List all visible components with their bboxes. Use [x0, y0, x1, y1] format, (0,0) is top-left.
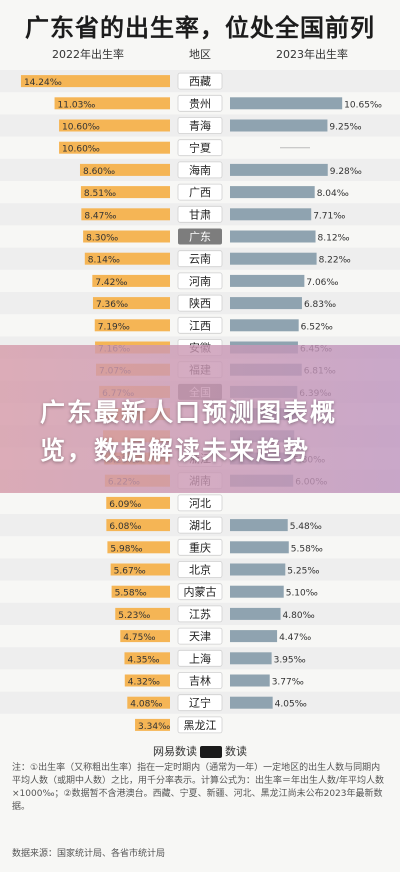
value-label-2022: 4.75‰ — [123, 633, 155, 643]
value-label-2022: 10.60‰ — [62, 145, 100, 155]
value-label-2023: 3.77‰ — [272, 678, 304, 688]
region-label: 重庆 — [189, 540, 211, 554]
value-label-2023: 9.28‰ — [330, 167, 362, 177]
brand-left: 网易数读 — [153, 745, 197, 758]
region-label: 天津 — [189, 630, 211, 643]
value-label-2022: 11.03‰ — [58, 100, 96, 110]
chart-title: 广东省的出生率，位处全国前列 — [0, 8, 400, 43]
value-label-2022: 4.32‰ — [128, 678, 160, 688]
value-label-2022: 7.19‰ — [98, 322, 130, 332]
region-label: 青海 — [189, 119, 211, 133]
brand-right: 数读 — [225, 745, 247, 758]
region-label: 陕西 — [189, 296, 211, 310]
value-label-2023: 4.80‰ — [283, 611, 315, 621]
value-label-2022: 14.24‰ — [24, 78, 62, 88]
value-label-2022: 8.60‰ — [83, 167, 115, 177]
bar-2023 — [230, 319, 299, 331]
bar-2023 — [230, 164, 328, 176]
value-label-2022: 8.47‰ — [84, 211, 116, 221]
bar-2023 — [230, 519, 288, 531]
region-label: 上海 — [189, 651, 211, 665]
bar-2023 — [230, 97, 342, 109]
bar-2023 — [230, 186, 315, 198]
value-label-2023: 10.65‰ — [344, 100, 382, 110]
value-label-2023: 5.10‰ — [286, 589, 318, 599]
bar-2023 — [230, 675, 270, 687]
value-label-2023: 8.22‰ — [319, 256, 351, 266]
value-label-2022: 8.30‰ — [86, 234, 118, 244]
region-label: 河北 — [189, 497, 211, 510]
value-label-2022: 7.36‰ — [96, 300, 128, 310]
region-label: 黑龙江 — [184, 719, 217, 732]
header-2023: 2023年出生率 — [232, 46, 392, 64]
bar-2023 — [230, 275, 304, 287]
value-label-2022: 5.23‰ — [118, 611, 150, 621]
region-label: 吉林 — [189, 674, 211, 688]
region-label: 甘肃 — [189, 208, 211, 221]
bar-2023 — [230, 208, 311, 220]
region-label: 海南 — [189, 163, 211, 177]
region-label: 西藏 — [189, 75, 211, 88]
value-label-2023: 6.52‰ — [301, 322, 333, 332]
region-label: 江西 — [189, 319, 211, 332]
bar-2023 — [230, 697, 273, 709]
bar-2023 — [230, 586, 284, 598]
value-label-2022: 3.34‰ — [138, 722, 170, 732]
data-source: 数据来源：国家统计局、各省市统计局 — [12, 846, 388, 859]
region-label: 广东 — [189, 231, 211, 244]
region-label: 内蒙古 — [184, 585, 217, 599]
footnote: 注：①出生率（又称粗出生率）指在一定时期内（通常为一年）一定地区的出生人数与同期… — [12, 762, 388, 814]
value-label-2022: 4.35‰ — [127, 655, 159, 665]
header-2022: 2022年出生率 — [8, 46, 168, 64]
brand-logo-icon — [200, 746, 222, 758]
value-label-2022: 10.60‰ — [62, 123, 100, 133]
value-label-2023: 5.58‰ — [291, 544, 323, 554]
value-label-2022: 8.14‰ — [88, 256, 120, 266]
bar-2023 — [230, 608, 281, 620]
bar-2023 — [230, 297, 302, 309]
value-label-2022: 5.58‰ — [115, 589, 147, 599]
value-label-2023: 9.25‰ — [329, 123, 361, 133]
value-label-2022: 8.51‰ — [84, 189, 116, 199]
bar-2023 — [230, 652, 272, 664]
value-label-2023: 3.95‰ — [274, 655, 306, 665]
region-label: 贵州 — [189, 97, 211, 110]
bar-2023 — [230, 231, 316, 243]
region-label: 云南 — [189, 253, 211, 266]
value-label-2022: 6.08‰ — [109, 522, 141, 532]
value-label-2022: 5.98‰ — [110, 544, 142, 554]
value-label-2023: 5.25‰ — [287, 567, 319, 577]
region-label: 宁夏 — [189, 141, 211, 155]
overlay-title: 广东最新人口预测图表概览，数据解读未来趋势 — [40, 394, 370, 470]
value-label-2022: 7.42‰ — [95, 278, 127, 288]
value-label-2022: 4.08‰ — [130, 700, 162, 710]
region-label: 辽宁 — [189, 696, 211, 710]
value-label-2023: 7.06‰ — [306, 278, 338, 288]
value-label-2023: 4.47‰ — [279, 633, 311, 643]
value-label-2023: 4.05‰ — [275, 700, 307, 710]
region-label: 北京 — [189, 563, 211, 577]
brand-line: 网易数读 数读 — [0, 743, 400, 759]
bar-2023 — [230, 120, 327, 132]
value-label-2023: 6.83‰ — [304, 300, 336, 310]
value-label-2022: 5.67‰ — [114, 567, 146, 577]
value-label-2023: 8.12‰ — [318, 234, 350, 244]
bar-2023 — [230, 630, 277, 642]
value-label-2023: 8.04‰ — [317, 189, 349, 199]
value-label-2023: 7.71‰ — [313, 211, 345, 221]
value-label-2023: 5.48‰ — [290, 522, 322, 532]
header-region: 地区 — [178, 46, 222, 64]
bar-2023 — [230, 541, 289, 553]
region-label: 湖北 — [189, 519, 211, 532]
bar-2023 — [230, 564, 285, 576]
region-label: 江苏 — [189, 608, 211, 621]
region-label: 河南 — [189, 275, 211, 288]
bar-2023 — [230, 253, 317, 265]
value-label-2022: 6.09‰ — [109, 500, 141, 510]
region-label: 广西 — [189, 186, 211, 199]
